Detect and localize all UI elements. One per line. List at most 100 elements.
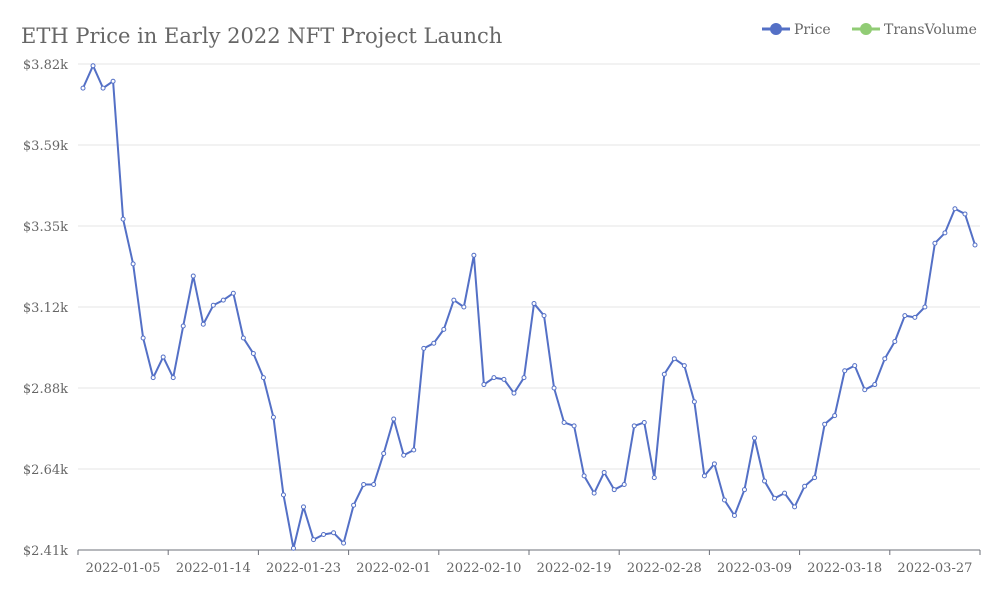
data-point[interactable] (321, 531, 327, 537)
data-point[interactable] (110, 78, 116, 84)
data-point[interactable] (351, 502, 357, 508)
data-point[interactable] (511, 390, 517, 396)
data-point[interactable] (391, 416, 397, 422)
x-tick-label: 2022-02-28 (627, 561, 702, 576)
data-point[interactable] (381, 450, 387, 456)
data-point[interactable] (591, 490, 597, 496)
data-point[interactable] (200, 321, 206, 327)
data-point[interactable] (772, 495, 778, 501)
data-point[interactable] (721, 497, 727, 503)
data-point[interactable] (882, 356, 888, 362)
data-point[interactable] (270, 414, 276, 420)
data-point[interactable] (441, 326, 447, 332)
data-point[interactable] (601, 469, 607, 475)
data-point[interactable] (541, 313, 547, 319)
data-point[interactable] (411, 447, 417, 453)
data-point[interactable] (902, 313, 908, 319)
data-point[interactable] (90, 63, 96, 69)
legend-item-price[interactable]: Price (762, 22, 831, 38)
data-point[interactable] (561, 419, 567, 425)
data-point[interactable] (150, 375, 156, 381)
data-point[interactable] (681, 363, 687, 369)
data-point[interactable] (421, 345, 427, 351)
data-point[interactable] (180, 323, 186, 329)
data-point[interactable] (581, 473, 587, 479)
data-point[interactable] (892, 338, 898, 344)
data-point[interactable] (130, 261, 136, 267)
data-point[interactable] (741, 487, 747, 493)
legend[interactable]: Price TransVolume (762, 22, 977, 38)
data-point[interactable] (711, 461, 717, 467)
data-point[interactable] (952, 206, 958, 212)
data-point[interactable] (621, 482, 627, 488)
data-point[interactable] (240, 335, 246, 341)
data-point[interactable] (481, 382, 487, 388)
data-point[interactable] (250, 351, 256, 357)
data-point[interactable] (802, 483, 808, 489)
data-point[interactable] (521, 375, 527, 381)
data-point[interactable] (912, 314, 918, 320)
data-point[interactable] (260, 375, 266, 381)
data-point[interactable] (120, 216, 126, 222)
data-point[interactable] (331, 530, 337, 536)
data-point[interactable] (190, 273, 196, 279)
data-point[interactable] (872, 382, 878, 388)
data-point[interactable] (842, 368, 848, 374)
data-point[interactable] (822, 421, 828, 427)
data-point[interactable] (361, 482, 367, 488)
y-tick-label: $3.35k (23, 220, 68, 235)
data-point[interactable] (280, 492, 286, 498)
data-point[interactable] (922, 304, 928, 310)
data-point[interactable] (651, 475, 657, 481)
data-point[interactable] (932, 240, 938, 246)
data-point[interactable] (461, 304, 467, 310)
data-point[interactable] (220, 297, 226, 303)
x-tick-label: 2022-01-23 (266, 561, 341, 576)
axes: $2.41k $2.64k $2.88k $3.12k $3.35k $3.59k $3.8… (23, 58, 981, 576)
data-point[interactable] (631, 423, 637, 429)
data-point[interactable] (782, 490, 788, 496)
data-point[interactable] (501, 376, 507, 382)
data-point[interactable] (371, 482, 377, 488)
data-point[interactable] (862, 387, 868, 393)
data-point[interactable] (641, 419, 647, 425)
data-point[interactable] (290, 545, 296, 551)
data-point[interactable] (752, 435, 757, 441)
data-point[interactable] (301, 504, 306, 510)
data-point[interactable] (491, 375, 497, 381)
data-point[interactable] (210, 302, 216, 308)
data-point[interactable] (691, 399, 697, 405)
data-point[interactable] (80, 85, 86, 91)
data-point[interactable] (471, 252, 477, 258)
data-point[interactable] (341, 540, 347, 546)
data-point[interactable] (852, 363, 858, 369)
data-point[interactable] (611, 487, 617, 493)
data-point[interactable] (571, 423, 577, 429)
data-point[interactable] (451, 297, 457, 303)
data-point[interactable] (942, 230, 948, 236)
data-point[interactable] (762, 478, 768, 484)
data-point[interactable] (160, 354, 166, 360)
data-point[interactable] (962, 211, 968, 217)
series-layer (80, 63, 978, 551)
data-point[interactable] (140, 335, 146, 341)
data-point[interactable] (832, 413, 838, 419)
data-point[interactable] (531, 301, 537, 307)
data-point[interactable] (661, 371, 667, 377)
data-point[interactable] (401, 452, 407, 458)
data-point[interactable] (972, 242, 978, 248)
data-point[interactable] (100, 85, 106, 91)
y-tick-label: $3.12k (23, 301, 68, 316)
legend-item-transvolume[interactable]: TransVolume (852, 22, 977, 38)
data-point[interactable] (170, 375, 176, 381)
data-point[interactable] (431, 340, 437, 346)
data-point[interactable] (311, 537, 317, 543)
data-point[interactable] (792, 504, 798, 510)
data-point[interactable] (671, 356, 677, 362)
data-point[interactable] (812, 475, 818, 481)
data-point[interactable] (731, 513, 737, 519)
data-point[interactable] (551, 385, 557, 391)
data-point[interactable] (701, 473, 707, 479)
data-point[interactable] (230, 290, 236, 296)
